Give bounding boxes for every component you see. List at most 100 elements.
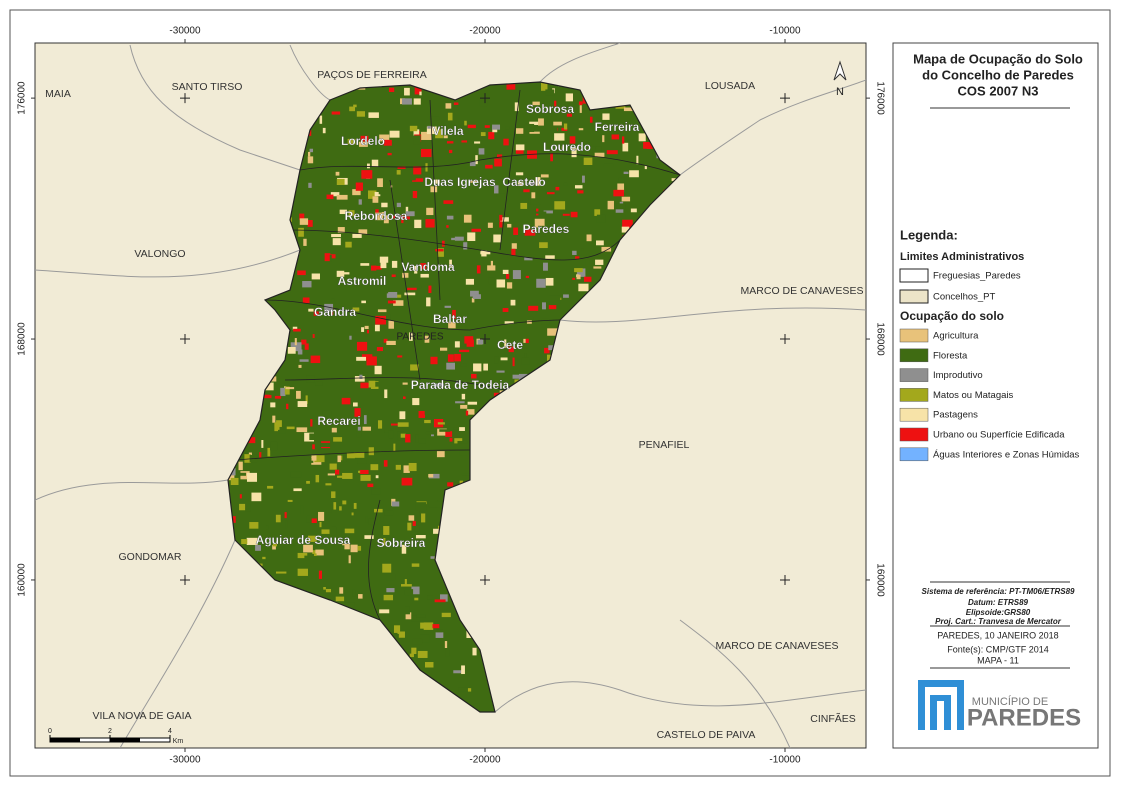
land-patch: [384, 430, 390, 433]
land-patch: [535, 177, 541, 186]
land-patch: [484, 125, 490, 128]
land-patch: [358, 470, 361, 473]
land-patch: [646, 144, 652, 150]
land-patch: [359, 374, 363, 380]
land-patch: [439, 429, 451, 432]
land-patch: [622, 142, 629, 152]
land-patch: [520, 202, 528, 209]
land-patch: [383, 338, 388, 343]
legend-swatch: [899, 348, 929, 363]
land-patch: [259, 452, 262, 458]
y-coord-label: 176000: [17, 81, 28, 115]
land-patch: [239, 503, 246, 511]
land-patch: [377, 309, 387, 313]
land-patch: [299, 213, 305, 221]
parish-name: Sobrosa: [526, 102, 574, 116]
land-patch: [581, 248, 584, 251]
land-patch: [261, 394, 272, 399]
land-patch: [562, 213, 570, 216]
land-patch: [414, 219, 422, 229]
land-patch: [440, 594, 448, 602]
land-patch: [297, 349, 303, 355]
land-patch: [465, 278, 475, 285]
land-patch: [554, 133, 565, 141]
parish-name: Astromil: [338, 274, 387, 288]
x-coord-label: -10000: [769, 755, 801, 766]
map-info: Fonte(s): CMP/GTF 2014: [947, 644, 1049, 654]
land-patch: [554, 100, 557, 107]
land-patch: [572, 250, 577, 256]
place-name: CINFÃES: [810, 712, 856, 725]
land-patch: [542, 302, 546, 310]
land-patch: [528, 316, 534, 323]
land-patch: [506, 274, 510, 279]
land-patch: [424, 335, 430, 343]
land-patch: [313, 311, 319, 316]
land-patch: [397, 431, 404, 441]
land-patch: [506, 83, 516, 90]
land-patch: [239, 494, 242, 499]
land-patch: [230, 477, 239, 486]
land-patch: [272, 543, 277, 547]
concelho-boundaries: [35, 43, 866, 748]
land-patch: [532, 101, 540, 106]
land-patch: [358, 229, 368, 235]
land-patch: [353, 452, 365, 458]
scale-unit: Km: [173, 738, 184, 745]
land-patch: [467, 688, 472, 692]
land-patch: [359, 469, 369, 475]
parish-name: Vandoma: [401, 260, 455, 274]
land-patch: [490, 260, 493, 270]
land-patch: [496, 279, 506, 288]
land-patch: [342, 500, 347, 505]
land-patch: [376, 347, 383, 352]
land-patch: [619, 201, 624, 205]
land-patch: [548, 345, 556, 351]
land-patch: [319, 115, 323, 124]
land-patch: [284, 386, 290, 395]
land-patch: [425, 163, 428, 172]
land-patch: [412, 178, 424, 182]
land-patch: [529, 131, 540, 134]
land-patch: [319, 521, 322, 528]
land-patch: [474, 141, 481, 144]
land-patch: [261, 440, 264, 448]
land-patch: [454, 353, 462, 362]
land-patch: [375, 315, 386, 325]
land-patch: [286, 426, 295, 430]
land-patch: [318, 511, 325, 521]
land-patch: [411, 586, 420, 595]
land-patch: [563, 294, 569, 298]
land-patch: [546, 354, 551, 363]
land-patch: [445, 648, 450, 657]
land-patch: [311, 273, 320, 280]
land-patch: [483, 363, 488, 371]
land-patch: [308, 457, 314, 463]
map-info: Sistema de referência: PT-TM06/ETRS89: [922, 587, 1076, 596]
land-patch: [307, 156, 314, 164]
land-patch: [357, 459, 367, 464]
land-patch: [300, 553, 308, 556]
land-patch: [523, 338, 526, 343]
land-patch: [266, 525, 269, 530]
land-patch: [329, 463, 337, 470]
land-patch: [411, 563, 420, 567]
land-patch: [425, 431, 436, 435]
land-patch: [536, 278, 546, 288]
land-patch: [388, 430, 394, 439]
land-patch: [386, 340, 396, 346]
land-patch: [515, 144, 525, 151]
land-patch: [402, 396, 406, 399]
land-patch: [525, 338, 529, 344]
land-patch: [306, 515, 312, 523]
land-patch: [391, 501, 400, 507]
land-patch: [292, 326, 298, 330]
land-patch: [595, 259, 604, 265]
land-patch: [554, 201, 566, 210]
land-patch: [535, 211, 547, 214]
land-patch: [269, 392, 276, 396]
land-patch: [469, 161, 476, 167]
land-patch: [309, 433, 315, 441]
land-patch: [463, 242, 468, 250]
land-patch: [404, 589, 414, 596]
